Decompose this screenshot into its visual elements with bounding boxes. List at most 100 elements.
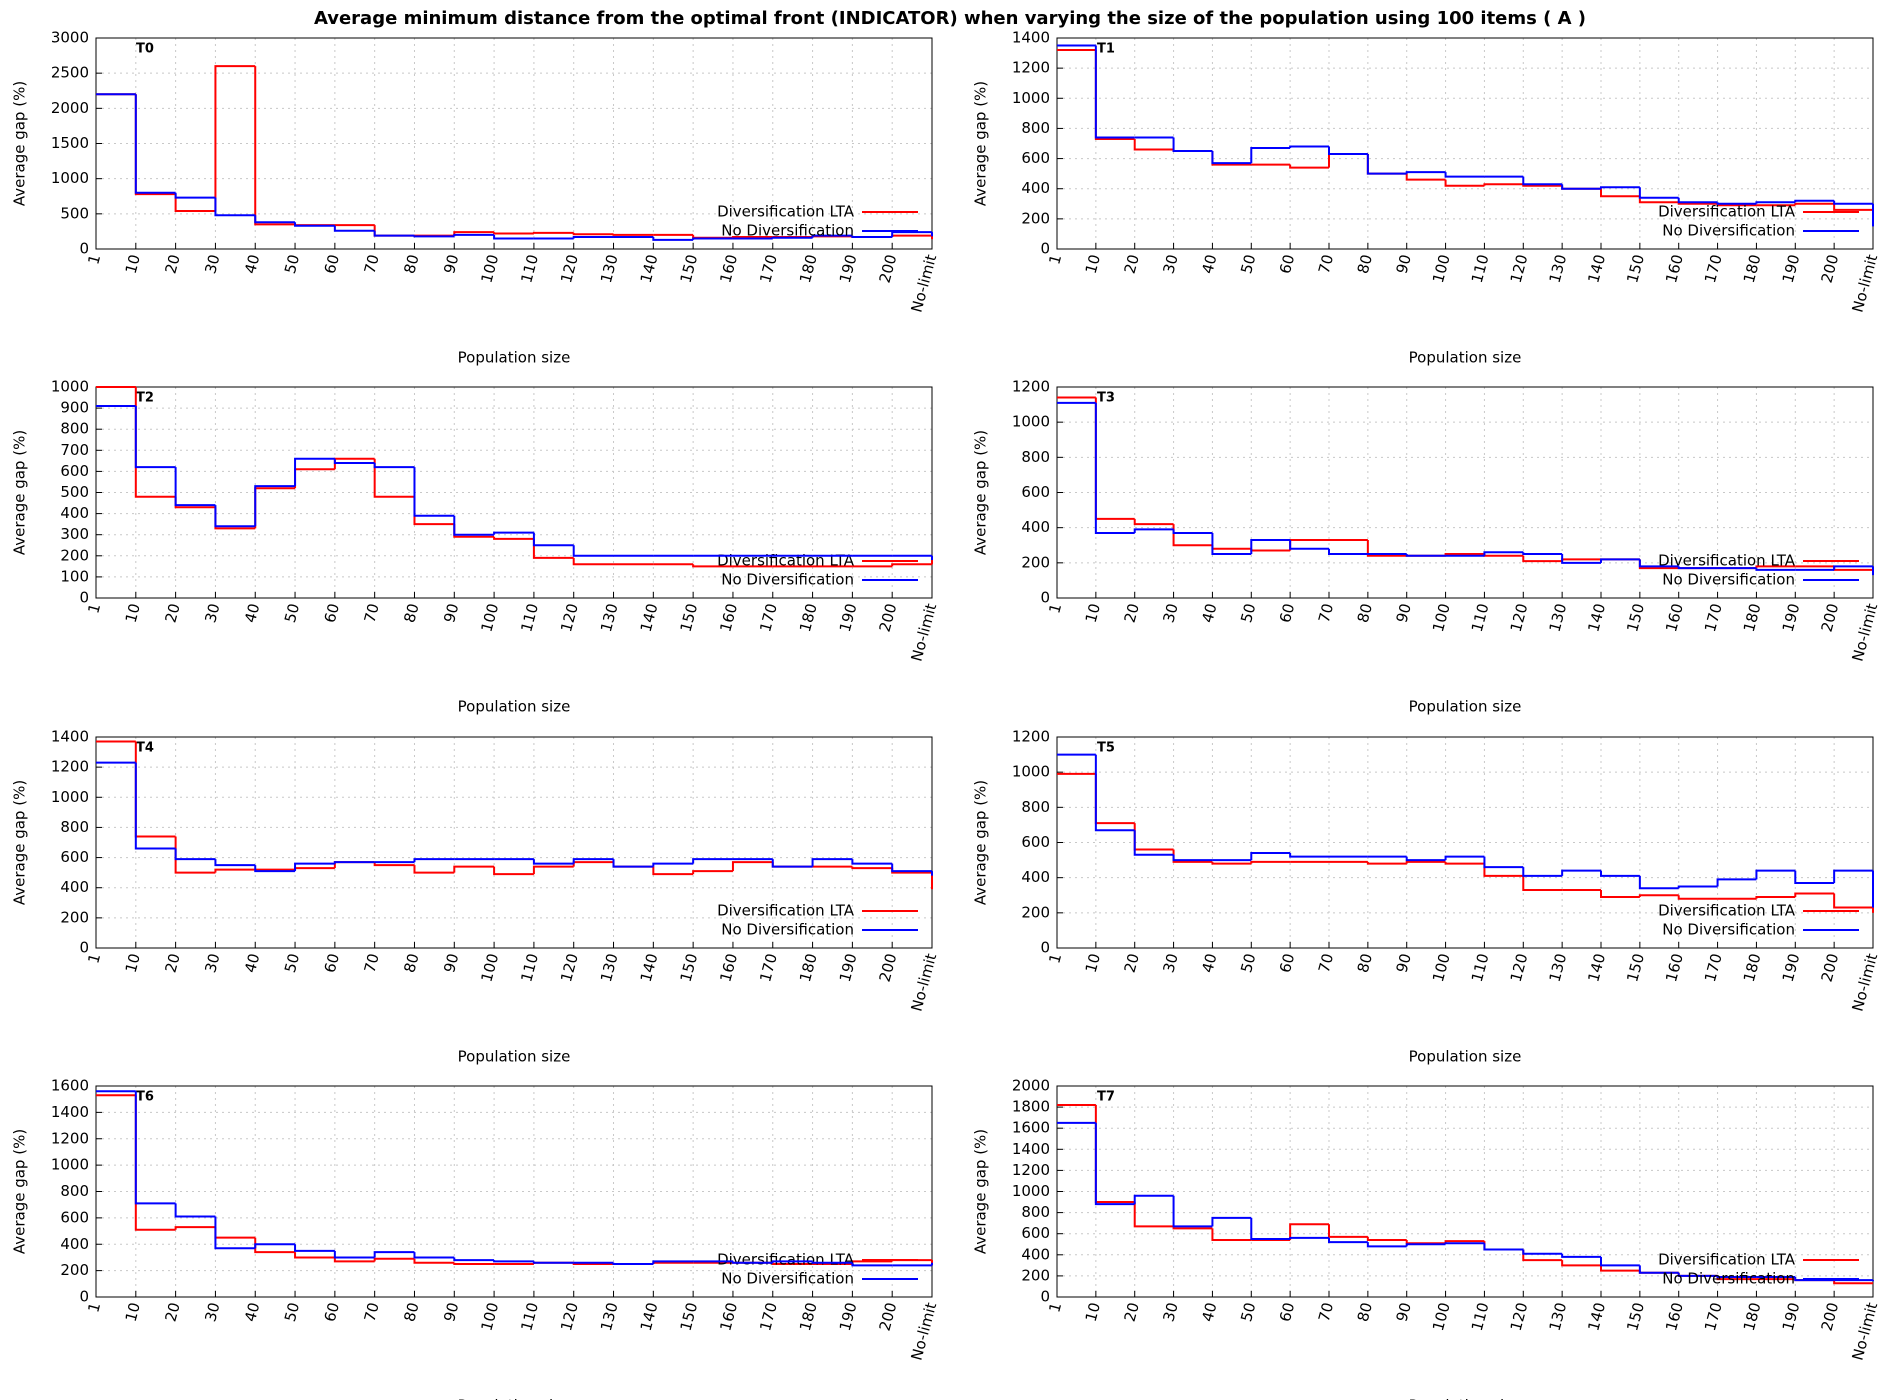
x-tick-label: 40 <box>1198 602 1220 625</box>
x-tick-label: 1 <box>84 1301 104 1315</box>
step-segment <box>851 1262 893 1267</box>
step-segment <box>1561 1253 1601 1258</box>
x-tick-label: 50 <box>1237 1301 1259 1324</box>
step-segment <box>1638 1265 1679 1274</box>
x-tick-label: 130 <box>1546 253 1571 285</box>
x-tick-label: 200 <box>876 602 901 634</box>
y-tick-label: 200 <box>1021 1266 1050 1284</box>
x-tick-label: 100 <box>1429 602 1454 634</box>
step-segment <box>891 231 932 238</box>
x-tick-label: 60 <box>321 602 343 625</box>
y-tick-label: 1000 <box>51 378 89 396</box>
legend-label: Diversification LTA <box>717 203 855 221</box>
step-segment <box>692 858 733 864</box>
x-tick-label: 50 <box>281 1301 303 1324</box>
step-segment <box>1677 566 1718 570</box>
x-tick-label: 30 <box>1159 253 1181 276</box>
plot-frame <box>1056 386 1874 599</box>
plot-frame <box>95 37 933 250</box>
x-tick-label: 120 <box>1507 952 1532 984</box>
step-segment <box>1483 551 1524 556</box>
x-tick-label: 190 <box>836 952 861 984</box>
x-tick-label: 10 <box>1082 1301 1104 1324</box>
step-segment <box>134 762 176 850</box>
x-tick-label: No-limit <box>908 1300 941 1362</box>
x-tick-label: 170 <box>756 952 781 984</box>
step-segment <box>1561 554 1601 564</box>
step-segment <box>333 458 375 464</box>
plot-frame <box>95 386 933 599</box>
step-segment <box>1094 754 1135 832</box>
step-segment <box>174 1226 216 1230</box>
y-tick-label: 900 <box>60 399 89 417</box>
y-tick-label: 600 <box>1021 1224 1050 1242</box>
x-tick-label: 160 <box>1662 253 1687 285</box>
x-tick-label: 150 <box>1623 952 1648 984</box>
step-segment <box>373 462 415 469</box>
x-tick-label: 10 <box>1082 952 1104 975</box>
step-segment <box>1289 1223 1329 1241</box>
x-tick-label: 140 <box>1584 602 1609 634</box>
legend-label: Diversification LTA <box>1658 552 1796 570</box>
step-segment <box>652 866 694 876</box>
step-segment <box>373 225 415 237</box>
x-tick-label: 60 <box>321 1301 343 1324</box>
step-segment <box>891 234 932 238</box>
step-segment <box>652 862 694 867</box>
step-segment <box>1172 1195 1213 1228</box>
x-tick-label: 10 <box>122 253 144 276</box>
x-tick-label: 50 <box>1237 253 1259 276</box>
step-segment <box>652 1260 694 1265</box>
x-tick-label: 1 <box>84 602 104 616</box>
step-segment <box>532 231 574 234</box>
y-tick-label: 600 <box>1021 149 1050 167</box>
panel-label: T2 <box>136 391 154 406</box>
x-tick-label: 10 <box>122 1301 144 1324</box>
step-segment <box>692 870 733 875</box>
x-tick-label: 150 <box>1623 253 1648 285</box>
x-tick-label: 10 <box>1082 253 1104 276</box>
y-axis-label: Average gap (%) <box>972 780 990 905</box>
legend-label: No Diversification <box>1662 222 1795 240</box>
y-tick-label: 0 <box>79 589 89 607</box>
x-tick-label: 60 <box>1276 952 1298 975</box>
x-axis-label: Population size <box>458 349 571 367</box>
x-tick-label: 120 <box>557 602 582 634</box>
step-segment <box>811 858 853 867</box>
y-tick-label: 200 <box>1021 903 1050 921</box>
step-segment <box>1522 875 1563 891</box>
step-segment <box>1405 856 1446 862</box>
plot-frame <box>95 1085 933 1298</box>
step-segment <box>1600 1256 1640 1267</box>
y-tick-label: 1200 <box>51 758 89 776</box>
step-segment <box>1250 860 1291 864</box>
step-segment <box>134 1091 176 1205</box>
x-tick-label: 20 <box>1121 952 1143 975</box>
x-tick-label: 100 <box>1429 253 1454 285</box>
step-segment <box>254 66 296 226</box>
step-segment <box>294 862 335 872</box>
x-tick-label: 100 <box>478 602 503 634</box>
x-tick-label: 20 <box>162 253 184 276</box>
step-segment <box>1405 554 1446 557</box>
panel-label: T3 <box>1097 391 1115 406</box>
x-tick-label: No-limit <box>1849 252 1882 314</box>
y-tick-label: 400 <box>60 878 89 896</box>
y-tick-label: 400 <box>1021 518 1050 536</box>
legend-label: Diversification LTA <box>1658 902 1796 920</box>
step-segment <box>1289 853 1329 858</box>
y-tick-label: 600 <box>1021 833 1050 851</box>
step-segment <box>1328 153 1368 168</box>
step-segment <box>652 1261 694 1265</box>
step-segment <box>1794 202 1835 206</box>
x-tick-label: 160 <box>1662 602 1687 634</box>
x-tick-label: 170 <box>1701 602 1726 634</box>
x-tick-label: 130 <box>597 602 622 634</box>
step-segment <box>1561 869 1601 876</box>
x-tick-label: 190 <box>1779 253 1804 285</box>
step-segment <box>1444 855 1485 861</box>
step-segment <box>771 236 813 239</box>
step-segment <box>134 1095 176 1231</box>
